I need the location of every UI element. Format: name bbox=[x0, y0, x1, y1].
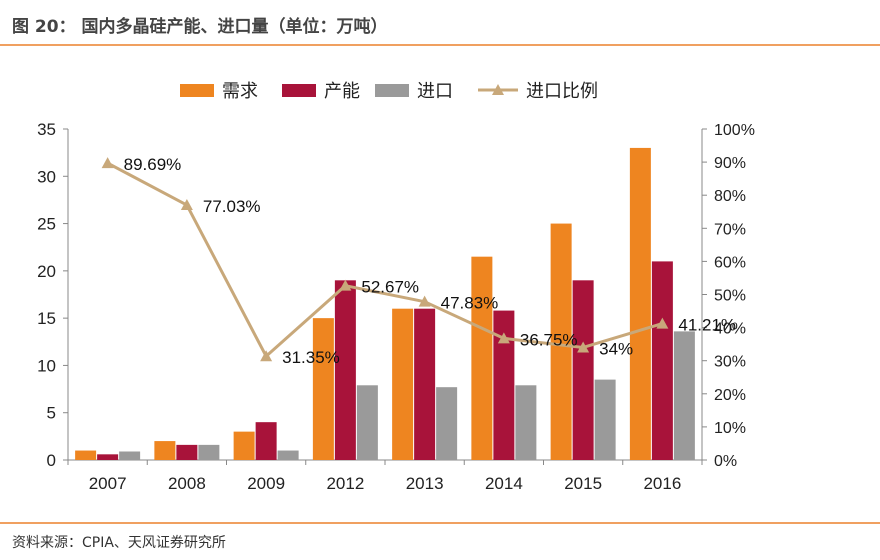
x-tick-label: 2016 bbox=[643, 474, 681, 493]
x-tick-label: 2015 bbox=[564, 474, 602, 493]
demand-bar bbox=[471, 256, 493, 460]
legend-label: 产能 bbox=[324, 81, 360, 101]
import-bar bbox=[515, 385, 537, 460]
demand-bar bbox=[392, 308, 414, 460]
capacity-bar bbox=[334, 280, 356, 460]
y-right-tick-label: 90% bbox=[714, 155, 746, 172]
import-bar bbox=[594, 379, 616, 460]
y-left-tick-label: 15 bbox=[37, 309, 56, 328]
import-ratio-marker bbox=[497, 332, 510, 344]
import-bar bbox=[356, 385, 378, 460]
import-ratio-marker bbox=[418, 295, 431, 307]
import-bar bbox=[119, 451, 141, 460]
x-tick-label: 2012 bbox=[326, 474, 364, 493]
y-left-tick-label: 25 bbox=[37, 215, 56, 234]
y-right-tick-label: 40% bbox=[714, 321, 746, 338]
import-ratio-marker bbox=[180, 199, 193, 211]
capacity-bar bbox=[255, 422, 277, 460]
import-bar bbox=[277, 450, 299, 460]
import-ratio-label: 34% bbox=[599, 339, 633, 358]
import-ratio-label: 77.03% bbox=[203, 197, 261, 216]
capacity-bar bbox=[493, 310, 515, 460]
y-left-tick-label: 35 bbox=[37, 120, 56, 139]
import-ratio-marker bbox=[101, 157, 114, 169]
demand-bar bbox=[312, 318, 334, 460]
x-tick-label: 2013 bbox=[406, 474, 444, 493]
legend-swatch bbox=[180, 84, 214, 97]
y-left-tick-label: 30 bbox=[37, 167, 56, 186]
legend-label: 进口比例 bbox=[526, 81, 598, 101]
x-tick-label: 2009 bbox=[247, 474, 285, 493]
legend-label: 进口 bbox=[417, 81, 453, 101]
y-right-tick-label: 80% bbox=[714, 188, 746, 205]
capacity-bar bbox=[97, 454, 119, 460]
legend-swatch bbox=[282, 84, 316, 97]
import-ratio-label: 36.75% bbox=[520, 330, 578, 349]
capacity-bar bbox=[651, 261, 673, 460]
y-right-tick-label: 20% bbox=[714, 387, 746, 404]
y-right-tick-label: 70% bbox=[714, 221, 746, 238]
x-tick-label: 2007 bbox=[89, 474, 127, 493]
y-right-tick-label: 60% bbox=[714, 254, 746, 271]
y-left-tick-label: 0 bbox=[47, 451, 56, 470]
x-tick-label: 2014 bbox=[485, 474, 523, 493]
import-ratio-marker bbox=[577, 341, 590, 353]
legend-label: 需求 bbox=[222, 81, 258, 101]
import-bar bbox=[673, 331, 695, 460]
capacity-bar bbox=[572, 280, 594, 460]
y-left-tick-label: 20 bbox=[37, 262, 56, 281]
y-left-tick-label: 10 bbox=[37, 356, 56, 375]
import-ratio-marker bbox=[260, 350, 273, 362]
y-right-tick-label: 30% bbox=[714, 354, 746, 371]
demand-bar bbox=[550, 223, 572, 460]
capacity-bar bbox=[176, 444, 198, 460]
demand-bar bbox=[75, 450, 97, 460]
footer-rule bbox=[0, 522, 880, 524]
import-ratio-label: 31.35% bbox=[282, 348, 340, 367]
demand-bar bbox=[233, 431, 255, 460]
import-ratio-line bbox=[106, 161, 663, 358]
x-tick-label: 2008 bbox=[168, 474, 206, 493]
legend-swatch bbox=[375, 84, 409, 97]
import-ratio-label: 89.69% bbox=[124, 155, 182, 174]
y-right-tick-label: 0% bbox=[714, 453, 737, 470]
chart-area: 0 5 10 15 20 25 30 35 0% 10% 20% 30% 40% 50% 60% 70% 80%… bbox=[37, 81, 755, 493]
y-right-tick-label: 100% bbox=[714, 122, 755, 139]
figure-header: 图 20： 国内多晶硅产能、进口量（单位：万吨） bbox=[0, 0, 880, 44]
demand-bar bbox=[154, 441, 176, 460]
import-ratio-marker bbox=[656, 317, 669, 329]
import-ratio-label: 47.83% bbox=[441, 294, 499, 313]
demand-bar bbox=[629, 147, 651, 460]
capacity-bar bbox=[414, 308, 436, 460]
y-right-tick-label: 50% bbox=[714, 288, 746, 305]
import-ratio-label: 41.21% bbox=[678, 316, 736, 335]
header-rule bbox=[0, 44, 880, 46]
import-ratio-marker bbox=[339, 279, 352, 291]
y-left-tick-label: 5 bbox=[47, 404, 56, 423]
import-ratio-label: 52.67% bbox=[361, 278, 419, 297]
legend-marker bbox=[492, 84, 504, 95]
import-bar bbox=[436, 387, 458, 460]
y-right-tick-label: 10% bbox=[714, 420, 746, 437]
figure-title: 图 20： 国内多晶硅产能、进口量（单位：万吨） bbox=[12, 17, 388, 37]
import-bar bbox=[198, 444, 220, 460]
figure-source: 资料来源：CPIA、天风证券研究所 bbox=[12, 535, 226, 551]
